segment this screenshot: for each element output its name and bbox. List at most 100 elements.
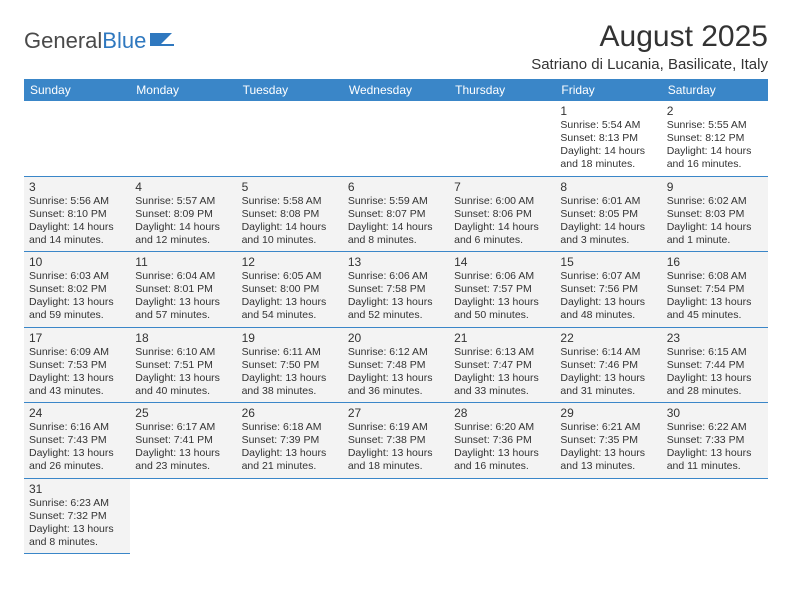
calendar-cell: 27Sunrise: 6:19 AMSunset: 7:38 PMDayligh… [343, 403, 449, 479]
day-info: Sunrise: 6:13 AMSunset: 7:47 PMDaylight:… [454, 346, 550, 399]
day-info: Sunrise: 6:00 AMSunset: 8:06 PMDaylight:… [454, 195, 550, 248]
month-title: August 2025 [531, 20, 768, 54]
day-info: Sunrise: 6:03 AMSunset: 8:02 PMDaylight:… [29, 270, 125, 323]
calendar-cell: 11Sunrise: 6:04 AMSunset: 8:01 PMDayligh… [130, 252, 236, 328]
day-info: Sunrise: 6:06 AMSunset: 7:57 PMDaylight:… [454, 270, 550, 323]
day-info: Sunrise: 6:10 AMSunset: 7:51 PMDaylight:… [135, 346, 231, 399]
day-info: Sunrise: 6:04 AMSunset: 8:01 PMDaylight:… [135, 270, 231, 323]
calendar-week: 3Sunrise: 5:56 AMSunset: 8:10 PMDaylight… [24, 176, 768, 252]
logo: GeneralBlue [24, 28, 178, 54]
calendar-cell: 5Sunrise: 5:58 AMSunset: 8:08 PMDaylight… [237, 176, 343, 252]
calendar-cell-empty [237, 101, 343, 176]
day-info: Sunrise: 5:57 AMSunset: 8:09 PMDaylight:… [135, 195, 231, 248]
day-number: 22 [560, 331, 656, 345]
header: GeneralBlue August 2025 Satriano di Luca… [24, 20, 768, 73]
calendar-week: 17Sunrise: 6:09 AMSunset: 7:53 PMDayligh… [24, 327, 768, 403]
calendar-cell-empty [343, 101, 449, 176]
day-number: 2 [667, 104, 763, 118]
calendar-cell-empty [662, 478, 768, 554]
day-info: Sunrise: 6:21 AMSunset: 7:35 PMDaylight:… [560, 421, 656, 474]
day-info: Sunrise: 6:08 AMSunset: 7:54 PMDaylight:… [667, 270, 763, 323]
day-info: Sunrise: 6:18 AMSunset: 7:39 PMDaylight:… [242, 421, 338, 474]
day-header: Tuesday [237, 79, 343, 101]
calendar-cell: 2Sunrise: 5:55 AMSunset: 8:12 PMDaylight… [662, 101, 768, 176]
day-number: 21 [454, 331, 550, 345]
calendar-cell: 4Sunrise: 5:57 AMSunset: 8:09 PMDaylight… [130, 176, 236, 252]
calendar-cell: 31Sunrise: 6:23 AMSunset: 7:32 PMDayligh… [24, 478, 130, 554]
day-number: 25 [135, 406, 231, 420]
day-number: 28 [454, 406, 550, 420]
day-info: Sunrise: 6:01 AMSunset: 8:05 PMDaylight:… [560, 195, 656, 248]
day-info: Sunrise: 5:58 AMSunset: 8:08 PMDaylight:… [242, 195, 338, 248]
day-header: Sunday [24, 79, 130, 101]
day-info: Sunrise: 6:19 AMSunset: 7:38 PMDaylight:… [348, 421, 444, 474]
calendar-cell: 22Sunrise: 6:14 AMSunset: 7:46 PMDayligh… [555, 327, 661, 403]
day-number: 10 [29, 255, 125, 269]
calendar-cell: 23Sunrise: 6:15 AMSunset: 7:44 PMDayligh… [662, 327, 768, 403]
day-number: 1 [560, 104, 656, 118]
day-info: Sunrise: 6:09 AMSunset: 7:53 PMDaylight:… [29, 346, 125, 399]
day-header: Monday [130, 79, 236, 101]
day-number: 9 [667, 180, 763, 194]
day-number: 26 [242, 406, 338, 420]
calendar-cell: 20Sunrise: 6:12 AMSunset: 7:48 PMDayligh… [343, 327, 449, 403]
flag-icon [150, 29, 178, 54]
day-number: 4 [135, 180, 231, 194]
day-number: 24 [29, 406, 125, 420]
calendar-cell: 30Sunrise: 6:22 AMSunset: 7:33 PMDayligh… [662, 403, 768, 479]
day-info: Sunrise: 6:12 AMSunset: 7:48 PMDaylight:… [348, 346, 444, 399]
day-number: 30 [667, 406, 763, 420]
calendar-cell: 15Sunrise: 6:07 AMSunset: 7:56 PMDayligh… [555, 252, 661, 328]
day-info: Sunrise: 6:20 AMSunset: 7:36 PMDaylight:… [454, 421, 550, 474]
calendar-cell: 26Sunrise: 6:18 AMSunset: 7:39 PMDayligh… [237, 403, 343, 479]
calendar-cell: 7Sunrise: 6:00 AMSunset: 8:06 PMDaylight… [449, 176, 555, 252]
calendar-cell: 9Sunrise: 6:02 AMSunset: 8:03 PMDaylight… [662, 176, 768, 252]
day-info: Sunrise: 6:17 AMSunset: 7:41 PMDaylight:… [135, 421, 231, 474]
day-number: 19 [242, 331, 338, 345]
day-number: 20 [348, 331, 444, 345]
day-info: Sunrise: 6:15 AMSunset: 7:44 PMDaylight:… [667, 346, 763, 399]
day-info: Sunrise: 6:23 AMSunset: 7:32 PMDaylight:… [29, 497, 125, 550]
calendar-week: 1Sunrise: 5:54 AMSunset: 8:13 PMDaylight… [24, 101, 768, 176]
calendar-cell: 8Sunrise: 6:01 AMSunset: 8:05 PMDaylight… [555, 176, 661, 252]
day-number: 13 [348, 255, 444, 269]
calendar-cell: 29Sunrise: 6:21 AMSunset: 7:35 PMDayligh… [555, 403, 661, 479]
calendar-table: SundayMondayTuesdayWednesdayThursdayFrid… [24, 79, 768, 554]
calendar-cell-empty [555, 478, 661, 554]
day-number: 29 [560, 406, 656, 420]
day-number: 31 [29, 482, 125, 496]
day-info: Sunrise: 5:59 AMSunset: 8:07 PMDaylight:… [348, 195, 444, 248]
day-number: 12 [242, 255, 338, 269]
calendar-cell: 6Sunrise: 5:59 AMSunset: 8:07 PMDaylight… [343, 176, 449, 252]
calendar-cell-empty [343, 478, 449, 554]
calendar-week: 10Sunrise: 6:03 AMSunset: 8:02 PMDayligh… [24, 252, 768, 328]
day-number: 3 [29, 180, 125, 194]
day-number: 5 [242, 180, 338, 194]
day-header: Wednesday [343, 79, 449, 101]
calendar-cell-empty [130, 478, 236, 554]
day-number: 15 [560, 255, 656, 269]
day-info: Sunrise: 6:14 AMSunset: 7:46 PMDaylight:… [560, 346, 656, 399]
calendar-cell: 12Sunrise: 6:05 AMSunset: 8:00 PMDayligh… [237, 252, 343, 328]
day-info: Sunrise: 6:11 AMSunset: 7:50 PMDaylight:… [242, 346, 338, 399]
day-info: Sunrise: 6:02 AMSunset: 8:03 PMDaylight:… [667, 195, 763, 248]
day-number: 18 [135, 331, 231, 345]
day-number: 11 [135, 255, 231, 269]
day-info: Sunrise: 5:55 AMSunset: 8:12 PMDaylight:… [667, 119, 763, 172]
day-number: 16 [667, 255, 763, 269]
day-info: Sunrise: 5:54 AMSunset: 8:13 PMDaylight:… [560, 119, 656, 172]
calendar-cell: 13Sunrise: 6:06 AMSunset: 7:58 PMDayligh… [343, 252, 449, 328]
calendar-body: 1Sunrise: 5:54 AMSunset: 8:13 PMDaylight… [24, 101, 768, 554]
calendar-cell: 17Sunrise: 6:09 AMSunset: 7:53 PMDayligh… [24, 327, 130, 403]
title-block: August 2025 Satriano di Lucania, Basilic… [531, 20, 768, 73]
day-info: Sunrise: 6:22 AMSunset: 7:33 PMDaylight:… [667, 421, 763, 474]
calendar-week: 24Sunrise: 6:16 AMSunset: 7:43 PMDayligh… [24, 403, 768, 479]
calendar-cell-empty [449, 478, 555, 554]
calendar-cell: 24Sunrise: 6:16 AMSunset: 7:43 PMDayligh… [24, 403, 130, 479]
day-header: Friday [555, 79, 661, 101]
calendar-cell: 19Sunrise: 6:11 AMSunset: 7:50 PMDayligh… [237, 327, 343, 403]
calendar-cell: 25Sunrise: 6:17 AMSunset: 7:41 PMDayligh… [130, 403, 236, 479]
day-number: 8 [560, 180, 656, 194]
day-number: 14 [454, 255, 550, 269]
calendar-cell-empty [130, 101, 236, 176]
